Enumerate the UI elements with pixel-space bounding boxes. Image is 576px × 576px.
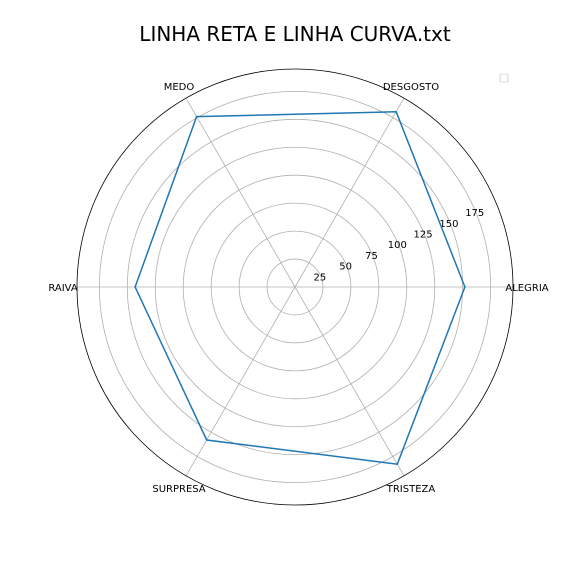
data-point-desgosto xyxy=(395,111,398,113)
series-layer xyxy=(134,111,466,466)
radial-tick-label-5: 125 xyxy=(414,230,433,241)
radial-tick-label-4: 100 xyxy=(388,240,407,251)
data-point-medo xyxy=(195,115,198,118)
legend xyxy=(499,73,509,83)
radial-tick-label-7: 175 xyxy=(465,208,484,219)
radial-tick-label-2: 50 xyxy=(339,262,352,273)
data-point-surpresa xyxy=(205,439,208,441)
radial-ticks: 25 50 75 100 125 150 175 xyxy=(313,208,484,283)
category-label-tristeza: TRISTEZA xyxy=(386,484,436,495)
radial-tick-label-3: 75 xyxy=(365,251,378,262)
grid-spoke-5 xyxy=(185,286,296,476)
data-point-tristeza xyxy=(396,463,399,466)
data-point-alegria xyxy=(464,286,466,288)
category-label-surpresa: SURPRESA xyxy=(152,484,205,495)
grid xyxy=(76,68,514,506)
grid-spoke-6 xyxy=(294,286,405,476)
category-label-desgosto: DESGOSTO xyxy=(383,82,439,93)
outer-frame xyxy=(76,68,514,506)
grid-spoke-2 xyxy=(294,98,405,288)
category-label-raiva: RAIVA xyxy=(48,283,78,294)
radial-tick-label-1: 25 xyxy=(313,272,326,283)
series-line-1 xyxy=(134,111,466,466)
category-label-alegria: ALEGRIA xyxy=(505,283,548,294)
category-label-medo: MEDO xyxy=(164,82,195,93)
chart-title: LINHA RETA E LINHA CURVA.txt xyxy=(139,22,451,46)
grid-spoke-3 xyxy=(185,98,296,288)
data-point-raiva xyxy=(134,286,136,288)
radial-tick-label-6: 150 xyxy=(439,219,458,230)
category-labels: ALEGRIA DESGOSTO MEDO RAIVA SURPRESA TRISTEZA xyxy=(48,82,548,495)
